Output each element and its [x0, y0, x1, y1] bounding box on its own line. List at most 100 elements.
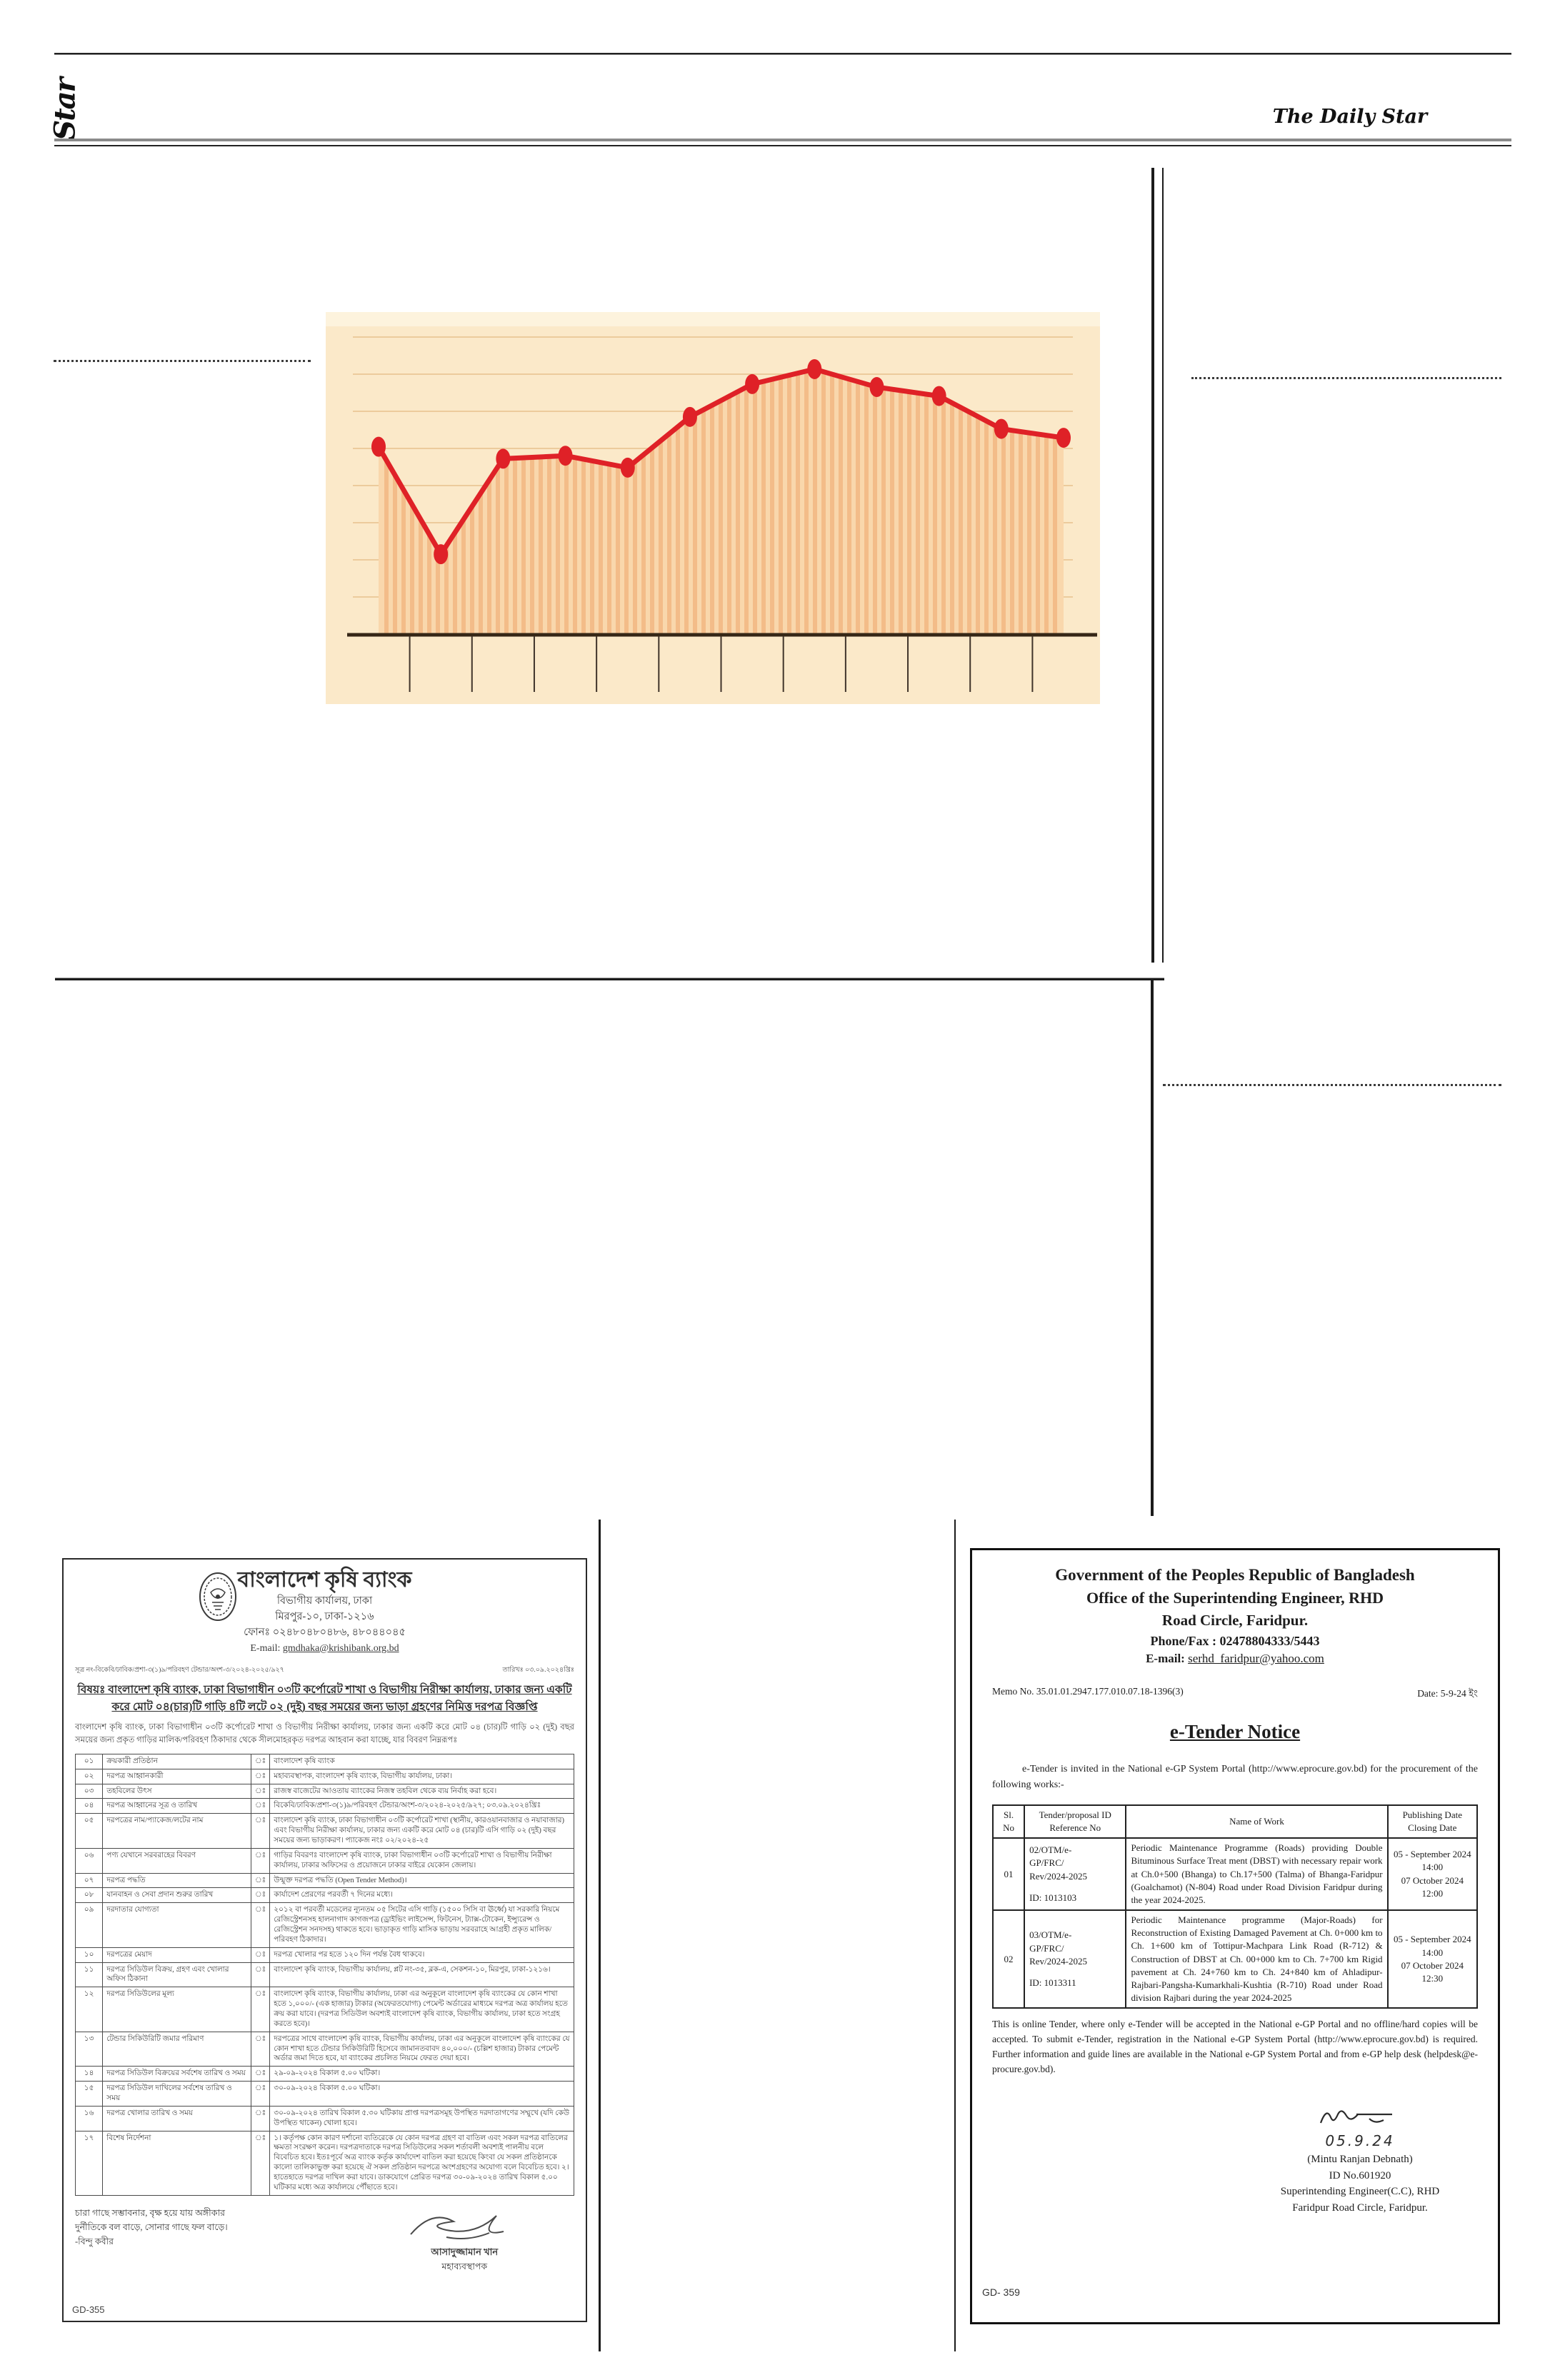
bn-table-cell: ০৬	[74, 1847, 104, 1874]
bn-table-cell: টেন্ডার সিকিউরিটি জমার পরিমাণ	[102, 2031, 251, 2067]
bn-office: বিভাগীয় কার্যালয়, ঢাকা	[276, 1595, 373, 1607]
en-notice-title: e-Tender Notice	[1169, 1721, 1301, 1743]
bn-table-cell: ০৮	[74, 1887, 104, 1904]
en-col-work: Name of Work	[1125, 1804, 1389, 1839]
bn-table-cell: মহাব্যবস্থাপক, বাংলাদেশ কৃষি ব্যাংক, বিভ…	[269, 1768, 574, 1784]
bn-terms-table: ০১ ক্রয়কারী প্রতিষ্ঠানঃ বাংলাদেশ কৃষি ব্য…	[74, 1753, 574, 2196]
en-col-sl: Sl. No	[991, 1804, 1026, 1839]
bn-notice-header: বাংলাদেশ কৃষি ব্যাংক বিভাগীয় কার্যালয়,…	[75, 1568, 574, 1657]
bn-table-cell: বিকেবি/ঢাবিক/প্রশা-৩(১)৯/পরিবহণ টেন্ডার/…	[269, 1798, 574, 1814]
en-footer-paragraph: This is online Tender, where only e-Tend…	[992, 2019, 1478, 2075]
bn-table-row: ০৬ পণ্য যেখানে সরবরাহের বিবরণঃ গাড়ির বিবর…	[74, 1847, 574, 1874]
bn-table-row: ১৪ দরপত্র সিডিউল বিক্রয়ের সর্বশেষ তারিখ …	[74, 2066, 574, 2082]
bn-table-row: ০১ ক্রয়কারী প্রতিষ্ঠানঃ বাংলাদেশ কৃষি ব্য…	[74, 1753, 574, 1769]
bn-table-cell: গাড়ির বিবরণঃ বাংলাদেশ কৃষি ব্যাংক, ঢাকা…	[269, 1847, 574, 1874]
bn-gd-number: GD-355	[72, 2304, 105, 2315]
bn-table-cell: ঃ	[250, 1947, 271, 1963]
bn-table-cell: ঃ	[250, 1902, 271, 1948]
dotted-separator-right-lower	[1163, 1084, 1501, 1086]
bn-slogan-line: চারা গাছে সম্ভাবনার, বৃক্ষ হয়ে যায় অঙ্…	[75, 2207, 226, 2218]
en-col-dates: Publishing Date Closing Date	[1386, 1804, 1479, 1839]
bn-table-cell: রাজস্ব বাজেটের আওতায় ব্যাংকের নিজস্ব তহ…	[269, 1783, 574, 1799]
krishi-bank-tender-notice: বাংলাদেশ কৃষি ব্যাংক বিভাগীয় কার্যালয়,…	[62, 1558, 587, 2322]
en-gd-number: GD- 359	[982, 2286, 1020, 2298]
en-signatory-id: ID No.601920	[1329, 2169, 1391, 2181]
en-table-cell: Periodic Maintenance programme (Major-Ro…	[1125, 1909, 1389, 2009]
column-rule-left-notice	[599, 1520, 601, 2351]
bn-table-row: ১০ দরপত্রের মেয়াদঃ দরপত্র খোলার পর হতে ১২…	[74, 1947, 574, 1963]
bn-table-cell: কার্যাদেশ প্রেরণের পরবর্তী ৭ দিনের মধ্যে…	[269, 1887, 574, 1904]
bn-subject: বিষয়ঃ বাংলাদেশ কৃষি ব্যাংক, ঢাকা বিভাগা…	[77, 1684, 572, 1714]
bn-table-cell: ঃ	[250, 2031, 271, 2067]
bn-table-cell: ১৬	[74, 2105, 104, 2132]
bn-table-cell: ১২	[74, 1987, 104, 2032]
bn-table-cell: দরপত্রের সাথে বাংলাদেশ কৃষি ব্যাংক, বিভা…	[269, 2031, 574, 2067]
bn-table-cell: পণ্য যেখানে সরবরাহের বিবরণ	[102, 1847, 251, 1874]
column-rule-upper-thin	[1162, 168, 1164, 963]
bn-table-cell: বিশেষ নির্দেশনা	[102, 2130, 251, 2196]
en-memo-ref: Memo No. 35.01.01.2947.177.010.07.18-139…	[992, 1686, 1184, 1697]
bn-signature-block: আসাদুজ্জামান খান মহাব্যবস্থাপক	[354, 2206, 574, 2275]
column-rule-upper-thick	[1151, 168, 1154, 963]
bn-table-row: ০৮ যানবাহন ও সেবা প্রদান শুরুর তারিখঃ কার্…	[74, 1887, 574, 1904]
en-signatory-title1: Superintending Engineer(C.C), RHD	[1280, 2186, 1440, 2198]
en-circle-line: Road Circle, Faridpur.	[1161, 1612, 1309, 1630]
en-phone: Phone/Fax : 02478804333/5443	[1150, 1633, 1320, 1648]
en-notice-header: Government of the Peoples Republic of Ba…	[992, 1563, 1478, 1667]
en-table-cell: 05 - September 2024 14:00 07 October 2024 1…	[1386, 1837, 1479, 1912]
bn-table-row: ১২ দরপত্র সিডিউলের মূল্যঃ বাংলাদেশ কৃষি ব্…	[74, 1987, 574, 2032]
bn-table-cell: ১১	[74, 1962, 104, 1988]
bn-table-cell: ০৭	[74, 1872, 104, 1889]
en-table-header-row: Sl. No Tender/proposal ID Reference No Nam…	[991, 1804, 1479, 1839]
bn-table-cell: ১। কর্তৃপক্ষ কোন কারণ দর্শানো ব্যতিরেকে …	[269, 2130, 574, 2196]
en-signature-block: 05.9.24 (Mintu Ranjan Debnath) ID No.601…	[992, 2102, 1478, 2216]
bn-table-cell: ০২	[74, 1768, 104, 1784]
bn-table-cell: ১৪	[74, 2066, 104, 2082]
en-signatory-title2: Faridpur Road Circle, Faridpur.	[1292, 2201, 1428, 2214]
bn-table-cell: তহবিলের উৎস	[102, 1783, 251, 1799]
bn-org-name: বাংলাদেশ কৃষি ব্যাংক	[237, 1568, 412, 1592]
en-table-cell: 02	[991, 1909, 1026, 2009]
en-intro: e-Tender is invited in the National e-GP…	[992, 1764, 1478, 1791]
en-memo-date: Date: 5-9-24 ইং	[1417, 1688, 1478, 1699]
bn-table-cell: ঃ	[250, 2130, 271, 2196]
bn-slogan-line: দুর্নীতিকে বল বাড়ে, সোনার গাছে ফল বাড়ে…	[75, 2221, 228, 2232]
bn-memo-row: সূত্র নং-বিকেবি/ঢাবিক/প্রশা-৩(১)৯/পরিবহণ…	[75, 1665, 574, 1676]
bn-table-cell: ০৫	[74, 1813, 104, 1849]
bn-table-cell: ৩০-০৯-২০২৪ তারিখ বিকাল ৫.৩০ ঘটিকায় প্রা…	[269, 2105, 574, 2132]
bn-slogan-line: -বিন্দু কবীর	[75, 2236, 114, 2246]
bn-table-cell: ২০১২ বা পরবর্তী মডেলের ন্যূনতম ০৫ সিটের …	[269, 1902, 574, 1948]
bn-table-cell: দরপত্র আহ্বানের সূত্র ও তারিখ	[102, 1798, 251, 1814]
bn-table-cell: ঃ	[250, 2105, 271, 2132]
bn-table-cell: দরদাতার যোগ্যতা	[102, 1902, 251, 1948]
bn-table-cell: ঃ	[250, 1887, 271, 1904]
bn-table-cell: বাংলাদেশ কৃষি ব্যাংক, বিভাগীয় কার্যালয়…	[269, 1962, 574, 1988]
star-vertical-logo: Star	[36, 69, 93, 140]
bn-table-cell: ১৫	[74, 2081, 104, 2107]
bn-table-cell: দরপত্র সিডিউল বিক্রয়ের সর্বশেষ তারিখ ও …	[102, 2066, 251, 2082]
bn-table-cell: বাংলাদেশ কৃষি ব্যাংক, ঢাকা বিভাগাধীন ০৩ট…	[269, 1813, 574, 1849]
bn-table-cell: দরপত্র সিডিউল বিক্রয়, গ্রহণ এবং খোলার অ…	[102, 1962, 251, 1988]
bn-table-cell: দরপত্র সিডিউলের মূল্য	[102, 1987, 251, 2032]
bn-table-cell: ০৪	[74, 1798, 104, 1814]
bn-email-line: E-mail: gmdhaka@krishibank.org.bd	[75, 1641, 574, 1657]
bn-table-cell: ২৯-০৯-২০২৪ বিকাল ৫.০০ ঘটিকা।	[269, 2066, 574, 2082]
en-office-line: Office of the Superintending Engineer, R…	[1086, 1589, 1384, 1607]
en-col-id: Tender/proposal ID Reference No	[1024, 1804, 1127, 1839]
en-email-line: E-mail: serhd_faridpur@yahoo.com	[992, 1650, 1478, 1668]
bn-table-row: ১১ দরপত্র সিডিউল বিক্রয়, গ্রহণ এবং খোলার…	[74, 1962, 574, 1988]
bn-table-cell: দরপত্র খোলার তারিখ ও সময়	[102, 2105, 251, 2132]
krishi-bank-logo	[198, 1571, 238, 1626]
bn-table-cell: ঃ	[250, 1783, 271, 1799]
bn-table-cell: ঃ	[250, 1872, 271, 1889]
en-table-cell: 01	[991, 1837, 1026, 1912]
bn-table-row: ০৫ দরপত্রের নাম/প্যাকেজ/লটের নামঃ বাংলাদেশ…	[74, 1813, 574, 1849]
horizontal-rule-middle	[55, 978, 1164, 980]
bn-table-row: ০৭ দরপত্র পদ্ধতিঃ উন্মুক্ত দরপত্র পদ্ধতি (…	[74, 1872, 574, 1889]
dotted-separator-right-upper	[1191, 377, 1501, 379]
bn-table-cell: যানবাহন ও সেবা প্রদান শুরুর তারিখ	[102, 1887, 251, 1904]
bn-table-cell: ১০	[74, 1947, 104, 1963]
bn-table-cell: ঃ	[250, 1813, 271, 1849]
en-table-row: 01 02/OTM/e- GP/FRC/Rev/2024-2025 ID: 10131…	[991, 1837, 1479, 1912]
